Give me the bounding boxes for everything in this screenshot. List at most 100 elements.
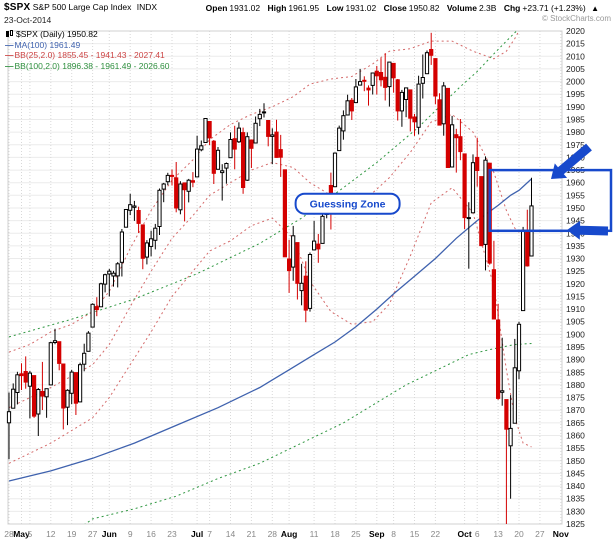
svg-text:28: 28 (4, 529, 14, 539)
chart-date: 23-Oct-2014 (4, 14, 52, 25)
copyright-notice: © StockCharts.com (541, 13, 611, 23)
annotation-arrow-bottom (567, 220, 609, 240)
svg-text:7: 7 (207, 529, 212, 539)
svg-text:Aug: Aug (281, 529, 298, 539)
svg-text:1935: 1935 (566, 241, 585, 251)
svg-text:25: 25 (351, 529, 361, 539)
svg-text:1955: 1955 (566, 190, 585, 200)
svg-text:Nov: Nov (553, 529, 569, 539)
svg-text:22: 22 (431, 529, 441, 539)
bb100-upper-band (8, 31, 518, 338)
bb25-middle-band (8, 113, 532, 409)
legend-item-bb25: — BB(25,2.0) 1855.45 - 1941.43 - 2027.41 (5, 50, 170, 61)
chg-label: Chg (503, 3, 521, 13)
svg-text:1890: 1890 (566, 355, 585, 365)
svg-text:15: 15 (410, 529, 420, 539)
volume-label: Volume (446, 3, 477, 13)
svg-text:27: 27 (535, 529, 545, 539)
up-arrow-icon: ▲ (591, 4, 599, 13)
line-swatch-icon: — (5, 39, 14, 50)
legend-item-ma100: — MA(100) 1961.49 (5, 40, 170, 51)
svg-text:16: 16 (146, 529, 156, 539)
bb25-lower-band (8, 187, 532, 464)
svg-text:May: May (13, 529, 30, 539)
svg-text:13: 13 (493, 529, 503, 539)
svg-text:1830: 1830 (566, 506, 585, 516)
svg-text:Guessing Zone: Guessing Zone (310, 199, 386, 211)
svg-text:Oct: Oct (458, 529, 472, 539)
close-value: 1950.82 (408, 3, 440, 13)
svg-text:1980: 1980 (566, 127, 585, 137)
high-label: High (267, 3, 287, 13)
svg-text:1900: 1900 (566, 329, 585, 339)
legend-label-spx: $SPX (Daily) 1950.82 (16, 29, 98, 39)
y-axis-labels: 2020 2015 2010 2005 2000 1995 1990 1985 1980 1975… (566, 26, 585, 529)
legend: $SPX (Daily) 1950.82 — MA(100) 1961.49 —… (5, 29, 170, 71)
plot-border (7, 30, 563, 525)
svg-text:1875: 1875 (566, 393, 585, 403)
chart-title: $SPX S&P 500 Large Cap Index INDX (4, 2, 157, 13)
close-label: Close (383, 3, 407, 13)
svg-text:Jun: Jun (102, 529, 117, 539)
svg-text:8: 8 (391, 529, 396, 539)
annotation-arrow-top (551, 143, 592, 179)
svg-text:1870: 1870 (566, 405, 585, 415)
vertical-gridlines (8, 31, 562, 524)
svg-text:1880: 1880 (566, 380, 585, 390)
high-value: 1961.95 (288, 3, 320, 13)
legend-item-spx: $SPX (Daily) 1950.82 (5, 29, 170, 40)
svg-text:1930: 1930 (566, 254, 585, 264)
volume-value: 2.3B (478, 3, 497, 13)
svg-text:1885: 1885 (566, 367, 585, 377)
svg-text:11: 11 (310, 529, 319, 539)
svg-text:1860: 1860 (566, 431, 585, 441)
svg-text:1895: 1895 (566, 342, 585, 352)
svg-text:1840: 1840 (566, 481, 585, 491)
svg-text:27: 27 (88, 529, 98, 539)
quote-summary: Open 1931.02 High 1961.95 Low 1931.02 Close… (201, 3, 599, 13)
line-swatch-icon: — (5, 60, 14, 71)
svg-text:1920: 1920 (566, 279, 585, 289)
svg-text:1975: 1975 (566, 140, 585, 150)
svg-text:1990: 1990 (566, 102, 585, 112)
open-value: 1931.02 (229, 3, 261, 13)
bb25-upper-band (8, 31, 520, 353)
svg-text:1845: 1845 (566, 468, 585, 478)
svg-text:2015: 2015 (566, 39, 585, 49)
candlesticks (6, 32, 534, 524)
svg-text:2000: 2000 (566, 77, 585, 87)
chg-value: +23.71 (+1.23%) (522, 3, 586, 13)
svg-text:2005: 2005 (566, 64, 585, 74)
svg-text:1855: 1855 (566, 443, 585, 453)
svg-text:Sep: Sep (369, 529, 385, 539)
svg-text:1960: 1960 (566, 178, 585, 188)
svg-text:19: 19 (67, 529, 77, 539)
svg-text:1835: 1835 (566, 494, 585, 504)
low-label: Low (326, 3, 344, 13)
svg-text:2010: 2010 (566, 51, 585, 61)
horizontal-gridlines (8, 30, 562, 525)
legend-label-bb25: BB(25,2.0) 1855.45 - 1941.43 - 2027.41 (14, 50, 165, 60)
index-name: S&P 500 Large Cap Index (32, 2, 132, 12)
svg-text:2020: 2020 (566, 26, 585, 36)
svg-text:1850: 1850 (566, 456, 585, 466)
svg-text:5: 5 (28, 529, 33, 539)
svg-text:1945: 1945 (566, 216, 585, 226)
svg-text:1910: 1910 (566, 304, 585, 314)
svg-text:1915: 1915 (566, 292, 585, 302)
guessing-zone-label: Guessing Zone (294, 192, 401, 215)
svg-text:20: 20 (514, 529, 524, 539)
svg-text:9: 9 (128, 529, 133, 539)
ticker-symbol: $SPX (4, 2, 31, 13)
svg-text:1925: 1925 (566, 266, 585, 276)
svg-text:28: 28 (268, 529, 278, 539)
svg-text:14: 14 (226, 529, 236, 539)
svg-text:18: 18 (330, 529, 340, 539)
svg-text:1995: 1995 (566, 89, 585, 99)
open-label: Open (205, 3, 228, 13)
legend-label-bb100: BB(100,2.0) 1896.38 - 1961.49 - 2026.60 (14, 60, 170, 71)
svg-text:23: 23 (167, 529, 177, 539)
